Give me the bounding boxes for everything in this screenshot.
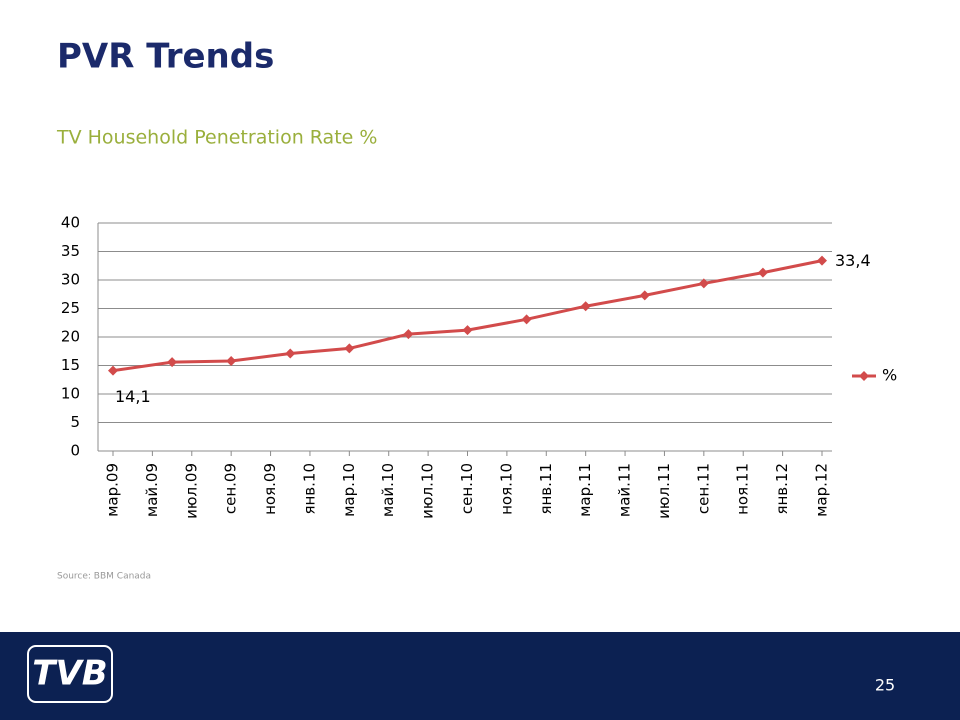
point: [580, 301, 591, 312]
x-tick-label: май.11: [616, 463, 634, 517]
legend-marker: [859, 371, 869, 381]
x-tick-label: ноя.11: [734, 463, 752, 515]
x-tick-label: мар.11: [576, 463, 594, 517]
x-tick-label: мар.10: [340, 463, 358, 517]
point: [698, 278, 709, 289]
page-number: 25: [875, 676, 895, 695]
y-tick-label: 5: [70, 413, 80, 431]
x-tick-label: июл.11: [655, 463, 673, 519]
data-label: 14,1: [115, 387, 151, 406]
y-tick-label: 10: [61, 385, 80, 403]
x-tick-label: июл.09: [182, 463, 200, 519]
point: [344, 343, 355, 354]
data-label: 33,4: [835, 251, 871, 270]
x-tick-label: июл.10: [419, 463, 437, 519]
x-tick-label: мар.12: [813, 463, 831, 517]
point: [817, 255, 827, 266]
logo: TVB: [32, 654, 107, 694]
logo-frame: [27, 645, 113, 703]
x-tick-label: май.10: [379, 463, 397, 517]
x-tick-label: янв.12: [773, 463, 791, 515]
x-tick-label: янв.11: [537, 463, 555, 515]
slide-title: PVR Trends: [57, 37, 274, 77]
y-tick-label: 35: [61, 242, 80, 260]
legend-label: %: [882, 366, 897, 385]
x-tick-label: сен.09: [222, 463, 240, 514]
point: [521, 314, 532, 325]
point: [639, 290, 650, 301]
y-tick-label: 0: [70, 442, 80, 460]
source: Source: BBM Canada: [57, 572, 151, 582]
x-tick-label: мар.09: [104, 463, 122, 517]
x-tick-label: сен.11: [694, 463, 712, 514]
point: [403, 329, 414, 340]
y-tick-label: 40: [61, 214, 80, 232]
x-tick-label: ноя.10: [497, 463, 515, 515]
point: [285, 348, 296, 359]
chart-title: TV Household Penetration Rate %: [56, 127, 377, 149]
y-tick-label: 15: [61, 356, 80, 374]
x-tick-label: май.09: [143, 463, 161, 517]
y-tick-label: 30: [61, 271, 80, 289]
point: [167, 357, 178, 368]
x-tick-label: ноя.09: [261, 463, 279, 515]
y-tick-label: 25: [61, 299, 80, 317]
point: [226, 355, 237, 366]
footer-band: [0, 632, 960, 720]
y-tick-label: 20: [61, 328, 80, 346]
x-tick-label: сен.10: [458, 463, 476, 514]
point: [108, 365, 118, 376]
point: [757, 267, 768, 278]
point: [462, 325, 473, 336]
x-tick-label: янв.10: [300, 463, 318, 515]
